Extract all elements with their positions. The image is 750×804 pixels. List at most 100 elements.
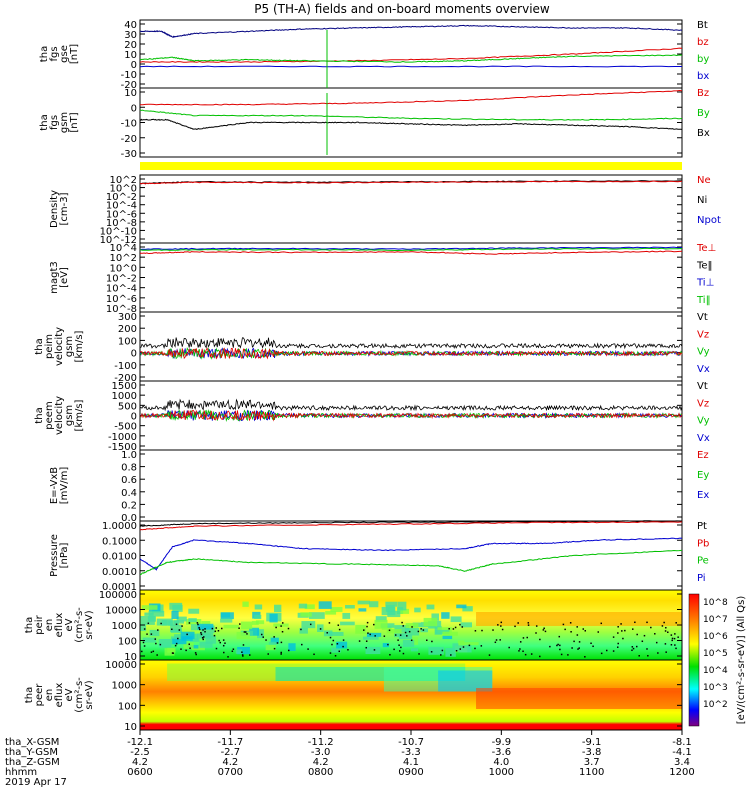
peir-sample <box>617 632 619 634</box>
ylabel-line: eflux <box>54 683 65 708</box>
peir-sample <box>388 629 391 632</box>
peir-patch <box>270 637 279 644</box>
peir-sample <box>441 649 444 652</box>
peir-sample <box>143 645 146 647</box>
peir-patch <box>402 639 415 647</box>
peir-sample <box>530 653 533 655</box>
ytick-label: 10 <box>124 50 137 61</box>
peir-sample <box>448 627 450 630</box>
peir-sample <box>527 622 530 624</box>
peir-sample <box>590 642 592 645</box>
peir-patch <box>170 624 182 632</box>
data-quality-bar <box>140 162 682 170</box>
xaxis-value: 4.2 <box>222 757 238 768</box>
ytick-label: 10^-10 <box>100 226 137 237</box>
series-pressure-Pi <box>139 537 683 571</box>
peir-patch <box>414 607 421 613</box>
peir-sample <box>227 656 229 658</box>
ytick-label: 10^-4 <box>106 201 137 212</box>
peir-sample <box>539 655 541 658</box>
peir-sample <box>300 628 302 631</box>
xaxis-value: 0700 <box>218 767 243 778</box>
peir-sample <box>500 621 503 624</box>
peir-sample <box>584 656 586 658</box>
colorbar-tick: 10^4 <box>703 666 728 676</box>
legend-Ez: Ez <box>697 450 709 461</box>
ylabel-line: eV <box>64 618 75 631</box>
peir-sample <box>638 655 640 657</box>
peir-sample <box>670 634 673 636</box>
ytick-label: 100 <box>118 637 137 648</box>
peir-patch <box>363 636 379 640</box>
ylabel-line: peim <box>44 334 55 359</box>
peer-patch <box>438 670 493 692</box>
peir-patch <box>330 606 343 612</box>
series-density-Ne <box>139 180 683 185</box>
xaxis-value: -3.3 <box>401 747 421 758</box>
xaxis-value: 1200 <box>669 767 694 778</box>
xaxis-value: -9.9 <box>492 737 512 748</box>
peir-sample <box>597 631 600 633</box>
ylabel-line: eV <box>64 688 75 701</box>
ytick-label: -20 <box>121 134 137 145</box>
peir-sample <box>641 640 644 643</box>
peir-patch <box>387 610 401 618</box>
ytick-label: 0.0001 <box>102 582 137 593</box>
peir-patch <box>288 643 296 652</box>
peir-sample <box>152 650 155 653</box>
peir-sample <box>408 630 411 633</box>
peir-patch <box>336 641 348 649</box>
peir-sample <box>488 654 491 656</box>
ylabel-line: [nPa] <box>59 542 70 568</box>
peir-sample <box>440 654 442 656</box>
peir-sample <box>643 634 646 637</box>
peir-sample <box>675 622 677 624</box>
peir-sample <box>181 625 183 627</box>
peir-sample <box>389 653 391 656</box>
xaxis-value: -9.1 <box>582 737 602 748</box>
ytick-label: 100 <box>118 336 137 347</box>
peir-sample <box>398 644 400 646</box>
peir-sample <box>200 633 203 636</box>
peir-sample <box>374 635 376 637</box>
peir-sample <box>519 641 522 643</box>
peir-sample <box>245 631 247 633</box>
ytick-label: 10^-4 <box>106 284 137 295</box>
legend-Te‖: Te‖ <box>696 260 713 271</box>
ytick-label: 10000 <box>105 660 137 671</box>
peir-sample <box>420 628 422 630</box>
peir-patch <box>397 601 407 611</box>
peir-sample <box>276 642 279 644</box>
ytick-label: 10^4 <box>110 243 137 254</box>
ylabel-line: velocity <box>54 327 65 366</box>
peir-patch <box>167 647 176 653</box>
legend-Ex: Ex <box>697 490 709 501</box>
xaxis-value: -3.8 <box>582 747 602 758</box>
peir-sample <box>154 638 157 640</box>
peir-sample <box>215 627 218 629</box>
peir-sample <box>621 630 623 632</box>
peir-sample <box>518 650 520 652</box>
peir-sample <box>399 650 401 652</box>
legend-Vy: Vy <box>697 416 710 427</box>
peir-sample <box>332 639 335 642</box>
peir-sample <box>217 630 220 632</box>
peir-sample <box>365 646 367 649</box>
legend-Vz: Vz <box>697 329 709 340</box>
peir-sample <box>616 646 619 648</box>
peir-sample <box>632 628 634 630</box>
ytick-label: 0.1000 <box>102 536 137 547</box>
ylabel-line: gse <box>59 45 70 63</box>
peir-patch <box>458 645 472 653</box>
series-peim_velocity-trace <box>139 347 683 360</box>
peir-sample <box>342 639 345 641</box>
peir-sample <box>559 648 561 651</box>
peir-sample <box>576 626 578 628</box>
peir-sample <box>342 645 344 648</box>
ytick-label: 0.0 <box>121 513 137 524</box>
ytick-label: 10 <box>124 652 137 663</box>
peir-sample <box>632 647 635 650</box>
peir-sample <box>418 653 420 655</box>
ytick-label: 20 <box>124 40 137 51</box>
